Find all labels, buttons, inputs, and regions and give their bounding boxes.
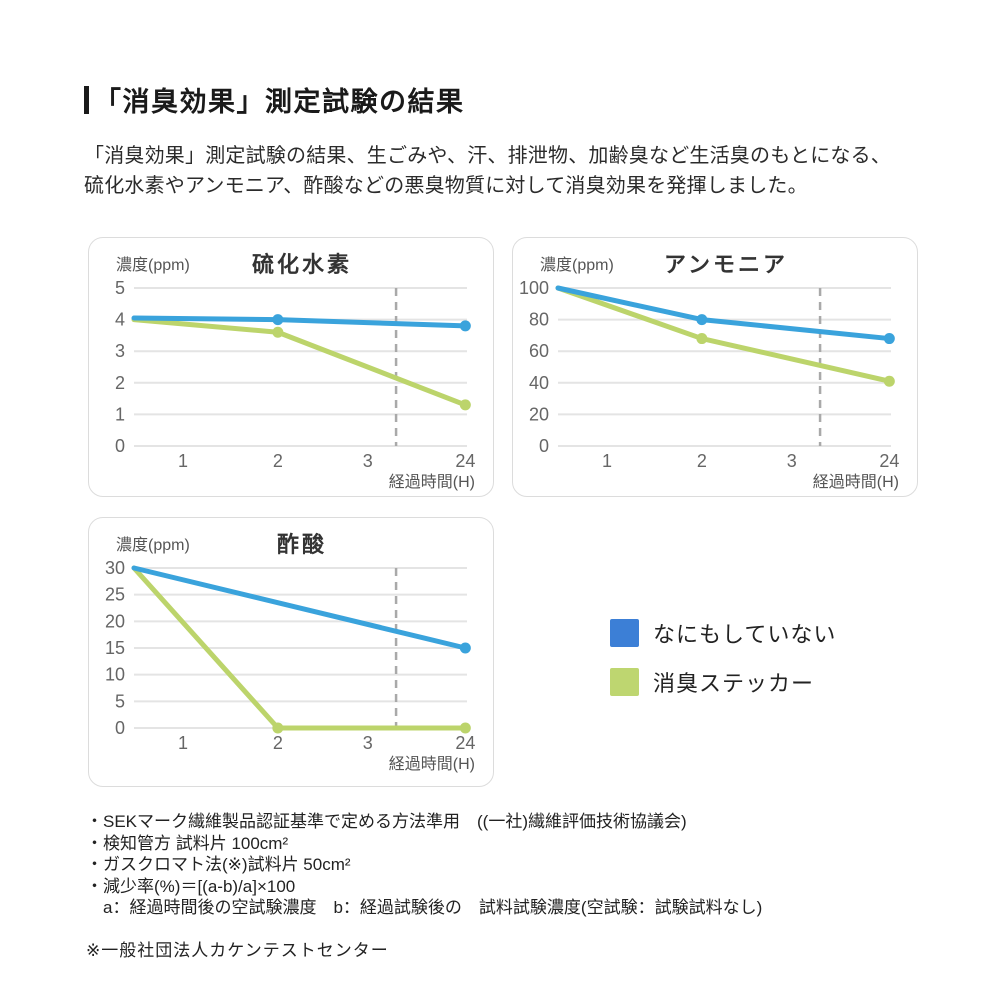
legend-item-untreated: なにもしていない (610, 617, 836, 649)
x-tick-label: 24 (455, 451, 475, 471)
x-tick-label: 3 (787, 451, 797, 471)
y-axis-label: 濃度(ppm) (116, 536, 190, 554)
y-axis-label: 濃度(ppm) (116, 256, 190, 274)
chart-card-hydrogen-sulfide: 0 1 2 3 4 5 1 2 3 24 濃度(ppm) 硫化水素経過時間(H) (88, 237, 494, 497)
y-axis-label: 濃度(ppm) (540, 256, 614, 274)
y-tick-label: 80 (529, 310, 549, 330)
title-accent-bar (84, 86, 89, 114)
chart-card-ammonia: 0 20 40 60 80 100 1 2 3 24 濃度(ppm) アンモニア経過時間(H) (512, 237, 918, 497)
legend-item-deodorant-sticker: 消臭ステッカー (610, 666, 836, 698)
legend: なにもしていない 消臭ステッカー (610, 617, 836, 698)
y-tick-label: 2 (115, 373, 125, 393)
footnote-detector-tube: ・検知管方 試料片 100cm² (86, 833, 289, 853)
legend-label-untreated: なにもしていない (653, 622, 837, 647)
y-tick-label: 0 (115, 436, 125, 456)
x-tick-label: 1 (178, 733, 188, 753)
intro-line-1: 「消臭効果」測定試験の結果、生ごみや、汗、排泄物、加齢臭など生活臭のもとになる、 (84, 145, 891, 167)
data-point (459, 399, 471, 411)
y-tick-label: 1 (115, 404, 125, 424)
y-tick-label: 30 (105, 558, 125, 578)
data-point (883, 333, 895, 345)
legend-swatch-blue (610, 619, 639, 647)
chart-title: アンモニア (664, 252, 788, 277)
asterisk-note: ※一般社団法人カケンテストセンター (86, 941, 389, 960)
y-tick-label: 0 (115, 718, 125, 738)
chart-card-acetic-acid: 0 5 10 15 20 25 30 1 2 3 24 濃度(ppm) 酢酸経過時間(H) (88, 517, 494, 787)
x-tick-label: 3 (363, 451, 373, 471)
series-line (131, 317, 468, 408)
y-tick-label: 40 (529, 373, 549, 393)
data-point (459, 722, 471, 734)
series-line (131, 565, 468, 651)
legend-swatch-green (610, 668, 639, 696)
y-tick-label: 20 (529, 404, 549, 424)
x-tick-label: 24 (879, 451, 899, 471)
chart-title: 硫化水素 (252, 252, 352, 277)
y-tick-label: 0 (539, 436, 549, 456)
x-axis-label: 経過時間(H) (389, 473, 475, 491)
y-tick-label: 15 (105, 638, 125, 658)
data-point (272, 722, 284, 734)
footnote-formula-terms: a：経過時間後の空試験濃度 b：経過試験後の 試料試験濃度(空試験：試験試料なし… (86, 898, 763, 917)
x-axis-label: 経過時間(H) (389, 755, 475, 773)
footnote-gas-chromatography: ・ガスクロマト法(※)試料片 50cm² (86, 855, 351, 874)
legend-label-deodorant-sticker: 消臭ステッカー (653, 671, 815, 696)
x-tick-label: 2 (273, 451, 283, 471)
x-tick-label: 24 (455, 733, 475, 753)
y-tick-label: 10 (105, 665, 125, 685)
page-title: 「消臭効果」測定試験の結果 (94, 87, 465, 117)
y-tick-label: 5 (115, 278, 125, 298)
y-tick-label: 60 (529, 341, 549, 361)
y-tick-label: 25 (105, 585, 125, 605)
x-tick-label: 1 (178, 451, 188, 471)
data-point (696, 314, 708, 326)
data-point (459, 642, 471, 654)
y-tick-label: 5 (115, 691, 125, 711)
intro-paragraph: 「消臭効果」測定試験の結果、生ごみや、汗、排泄物、加齢臭など生活臭のもとになる、… (84, 141, 891, 201)
data-point (272, 314, 284, 326)
data-point (272, 326, 284, 338)
y-tick-label: 3 (115, 341, 125, 361)
chart-title: 酢酸 (277, 532, 327, 557)
x-tick-label: 1 (602, 451, 612, 471)
series-line (555, 285, 892, 342)
intro-line-2: 硫化水素やアンモニア、酢酸などの悪臭物質に対して消臭効果を発揮しました。 (84, 175, 808, 197)
y-tick-label: 20 (105, 611, 125, 631)
x-axis-label: 経過時間(H) (813, 473, 899, 491)
footnote-method: ・SEKマーク繊維製品認証基準で定める方法準用 ((一社)繊維評価技術協議会) (86, 812, 687, 831)
x-tick-label: 3 (363, 733, 373, 753)
y-tick-label: 100 (519, 278, 549, 298)
x-tick-label: 2 (273, 733, 283, 753)
footnote-reduction-rate-formula: ・減少率(%)＝[(a-b)/a]×100 (86, 876, 296, 896)
y-tick-label: 4 (115, 310, 125, 330)
data-point (696, 333, 708, 345)
x-tick-label: 2 (697, 451, 707, 471)
data-point (459, 320, 471, 332)
data-point (883, 375, 895, 387)
footnotes: ・SEKマーク繊維製品認証基準で定める方法準用 ((一社)繊維評価技術協議会) … (86, 811, 762, 919)
